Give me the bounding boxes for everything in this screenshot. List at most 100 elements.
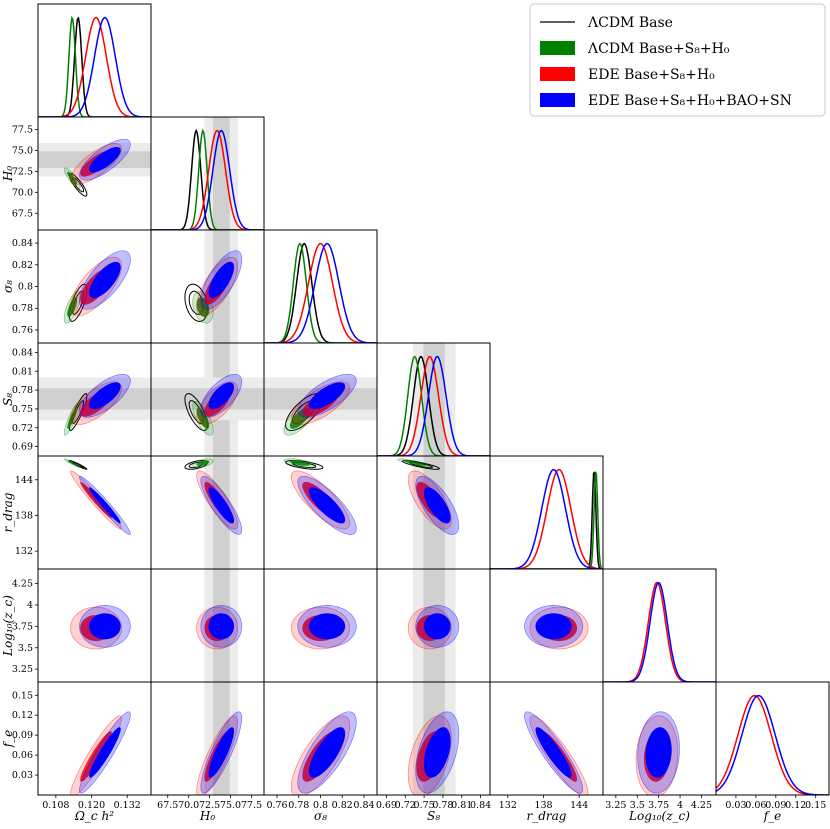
contour-1sigma-lcdm-base [188,290,204,315]
contour-1sigma-1 [289,460,310,466]
y-tick-label: 0.81 [12,366,33,377]
panel-S8-vs-omch2 [63,373,131,436]
x-tick-label: 0.06 [745,800,766,811]
contour-1sigma-3 [208,382,234,410]
contour-1sigma-1 [67,297,78,318]
panel-rdrag-vs-omch2 [63,458,131,535]
x-tick-label: 0.69 [376,800,397,811]
panel-fe-vs-sigma8 [290,711,357,795]
marginal-curve-3 [264,242,377,343]
panel-rdrag-vs-sigma8 [283,458,357,535]
panel-fe-vs-rdrag [524,711,589,795]
panel-sigma8-vs-omch2 [63,250,131,324]
legend: ΛCDM Base ΛCDM Base+S₈+H₀ EDE Base+S₈+H₀ ED… [529,3,826,117]
y-tick-label: 0.76 [12,325,33,336]
marginal-omch2 [38,15,151,117]
x-tick-label: 0.15 [805,800,826,811]
contour-1sigma-3 [645,727,672,778]
y-axis-label-sigma8: σ₈ [1,280,15,293]
contour-1sigma-1 [67,407,78,429]
panel-frame-2-2 [263,229,378,344]
marginal-curve-0 [151,128,264,230]
x-axis-label-rdrag: r_drag [527,809,567,823]
y-tick-label: 0.09 [12,730,33,741]
y-tick-label: 72.5 [12,166,33,177]
y-tick-label: 0.78 [12,303,33,314]
legend-swatch-3 [540,93,575,107]
x-axis-label-fe: f_e [763,809,782,823]
contour-1sigma-lcdm-base [72,461,85,469]
x-tick-label: 0.75 [414,800,435,811]
y-axis-label-S8: S₈ [1,393,15,406]
contour-1sigma-3 [208,261,234,299]
y-tick-label: 132 [15,546,33,557]
y-tick-label: 3.25 [12,664,33,675]
y-axis-label-H0: H₀ [1,166,15,182]
x-tick-label: 70.0 [178,800,199,811]
x-tick-label: 0.82 [332,800,353,811]
marginal-curve-2 [490,468,603,569]
y-tick-label: 0.12 [12,710,33,721]
marginal-curve-2 [603,581,716,682]
x-tick-label: 138 [534,800,552,811]
contour-1sigma-3 [535,613,572,640]
legend-frame [529,3,826,117]
contour-1sigma-3 [208,487,234,524]
contour-2sigma-lcdm-base [401,460,440,470]
x-tick-label: 3.5 [630,800,645,811]
x-tick-label: 132 [499,800,517,811]
panel-frame-6-6 [715,681,830,796]
panel-log10zc-vs-rdrag [524,605,589,650]
panel-rdrag-vs-H0 [184,458,243,535]
x-tick-label: 0.09 [765,800,786,811]
marginal-curve-1 [38,15,151,117]
marginal-curve-3 [490,468,603,569]
frames-layer [37,3,830,796]
contour-1sigma-3 [423,487,451,524]
y-tick-label: 75.0 [12,145,33,156]
y-tick-label: 0.8 [18,282,33,293]
x-tick-label: 0.78 [288,800,309,811]
legend-label-3: EDE Base+S₈+H₀+BAO+SN [588,93,792,109]
y-tick-label: 77.5 [12,125,33,136]
contour-1sigma-1 [67,171,78,185]
y-tick-label: 70.0 [12,187,33,198]
y-axis-label-rdrag: r_drag [1,492,15,532]
marginal-curve-3 [151,129,264,230]
x-tick-label: 0.81 [451,800,472,811]
contour-1sigma-1 [196,460,210,466]
contour-1sigma-3 [308,727,346,778]
y-tick-label: 0.15 [12,690,33,701]
marginal-curve-2 [716,694,829,795]
panels-layer [38,15,829,795]
panel-H0-vs-omch2 [63,138,131,197]
contour-1sigma-3 [89,261,121,299]
x-tick-label: 0.120 [78,800,105,811]
x-tick-label: 0.72 [395,800,416,811]
y-tick-label: 0.75 [12,404,33,415]
contour-1sigma-3 [89,613,121,640]
contour-1sigma-2 [80,731,112,782]
x-tick-label: 0.8 [313,800,328,811]
x-tick-label: 4.25 [691,800,712,811]
marginal-rdrag [490,468,603,569]
x-tick-label: 77.5 [241,800,262,811]
panel-log10zc-vs-sigma8 [290,605,357,650]
y-tick-label: 0.82 [12,260,33,271]
marginal-fe [716,694,829,795]
contour-1sigma-3 [89,147,121,173]
x-tick-label: 0.78 [432,800,453,811]
x-tick-label: 4 [677,800,683,811]
panel-fe-vs-log10zc [635,711,680,795]
y-tick-label: 0.78 [12,385,33,396]
legend-label-1: ΛCDM Base+S₈+H₀ [587,41,730,57]
x-tick-label: 75.0 [220,800,241,811]
x-axis-label-H0: H₀ [199,809,215,823]
legend-swatch-2 [540,67,575,81]
x-tick-label: 0.12 [785,800,806,811]
x-tick-label: 3.75 [648,800,669,811]
y-tick-label: 0.72 [12,423,33,434]
y-tick-label: 0.84 [12,238,33,249]
x-tick-label: 67.5 [157,800,178,811]
